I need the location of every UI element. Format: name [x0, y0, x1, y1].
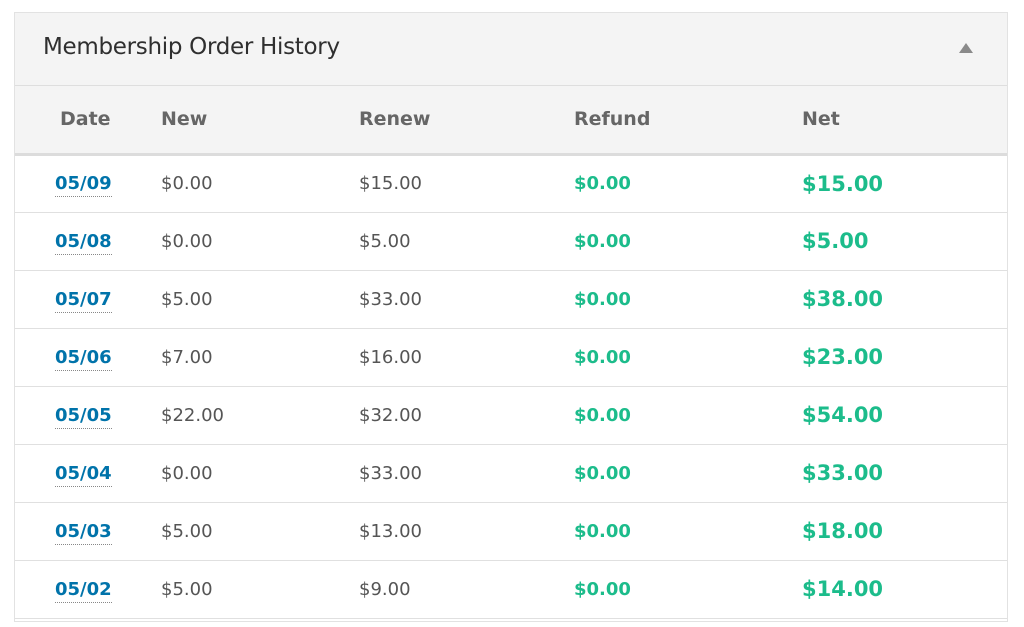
date-link[interactable]: 05/06: [55, 346, 112, 371]
refund-cell: $0.00: [574, 578, 631, 600]
new-cell: $0.00: [161, 173, 213, 194]
renew-cell: $5.00: [359, 230, 411, 252]
date-link[interactable]: 05/08: [55, 230, 112, 255]
new-cell: $5.00: [161, 578, 213, 600]
refund-cell: $0.00: [574, 520, 631, 542]
new-cell: $5.00: [161, 520, 213, 542]
table-header-row: Date New Renew Refund Net: [15, 86, 1007, 156]
column-header-refund: Refund: [574, 86, 802, 156]
column-header-net: Net: [802, 86, 1007, 156]
refund-cell: $0.00: [574, 230, 631, 252]
renew-cell: $16.00: [359, 346, 422, 368]
table-row: 05/07 $5.00 $33.00 $0.00 $38.00: [15, 270, 1007, 328]
column-header-renew: Renew: [359, 86, 574, 156]
new-cell: $0.00: [161, 230, 213, 252]
date-link[interactable]: 05/04: [55, 462, 112, 487]
order-history-table: Date New Renew Refund Net 05/09 $0.00 $15.…: [15, 86, 1007, 619]
net-cell: $23.00: [802, 345, 884, 369]
net-cell: $15.00: [802, 171, 884, 196]
table-row: 05/08 $0.00 $5.00 $0.00 $5.00: [15, 212, 1007, 270]
net-cell: $14.00: [802, 577, 884, 601]
refund-cell: $0.00: [574, 346, 631, 368]
date-cell: 05/02: [15, 560, 161, 618]
renew-cell: $33.00: [359, 288, 422, 310]
new-cell: $7.00: [161, 346, 213, 368]
net-cell: $54.00: [802, 403, 884, 427]
renew-cell: $33.00: [359, 462, 422, 484]
renew-cell: $15.00: [359, 173, 422, 194]
table-row: 05/06 $7.00 $16.00 $0.00 $23.00: [15, 328, 1007, 386]
renew-cell: $9.00: [359, 578, 411, 600]
panel-title: Membership Order History: [43, 34, 340, 60]
net-cell: $38.00: [802, 287, 884, 311]
table-row: 05/09 $0.00 $15.00 $0.00 $15.00: [15, 154, 1007, 212]
date-link[interactable]: 05/07: [55, 288, 112, 313]
column-header-new: New: [161, 86, 359, 156]
panel-header: Membership Order History: [15, 13, 1007, 86]
new-cell: $0.00: [161, 462, 213, 484]
date-cell: 05/05: [15, 386, 161, 444]
date-cell: 05/03: [15, 502, 161, 560]
membership-order-history-panel: Membership Order History Date New Renew …: [14, 12, 1008, 622]
date-link[interactable]: 05/03: [55, 520, 112, 545]
table-row: 05/05 $22.00 $32.00 $0.00 $54.00: [15, 386, 1007, 444]
net-cell: $5.00: [802, 229, 869, 253]
renew-cell: $32.00: [359, 404, 422, 426]
triangle-up-icon[interactable]: [959, 43, 973, 53]
date-cell: 05/04: [15, 444, 161, 502]
renew-cell: $13.00: [359, 520, 422, 542]
date-cell: 05/08: [15, 212, 161, 270]
column-header-date: Date: [15, 86, 161, 156]
table-row: 05/04 $0.00 $33.00 $0.00 $33.00: [15, 444, 1007, 502]
refund-cell: $0.00: [574, 288, 631, 310]
date-cell: 05/06: [15, 328, 161, 386]
table-row: 05/03 $5.00 $13.00 $0.00 $18.00: [15, 502, 1007, 560]
net-cell: $33.00: [802, 461, 884, 485]
date-link[interactable]: 05/05: [55, 404, 112, 429]
date-link[interactable]: 05/09: [55, 173, 112, 197]
refund-cell: $0.00: [574, 404, 631, 426]
refund-cell: $0.00: [574, 173, 631, 194]
new-cell: $22.00: [161, 404, 224, 426]
date-link[interactable]: 05/02: [55, 578, 112, 603]
refund-cell: $0.00: [574, 462, 631, 484]
new-cell: $5.00: [161, 288, 213, 310]
date-cell: 05/07: [15, 270, 161, 328]
date-cell: 05/09: [15, 154, 161, 212]
net-cell: $18.00: [802, 519, 884, 543]
table-row: 05/02 $5.00 $9.00 $0.00 $14.00: [15, 560, 1007, 618]
